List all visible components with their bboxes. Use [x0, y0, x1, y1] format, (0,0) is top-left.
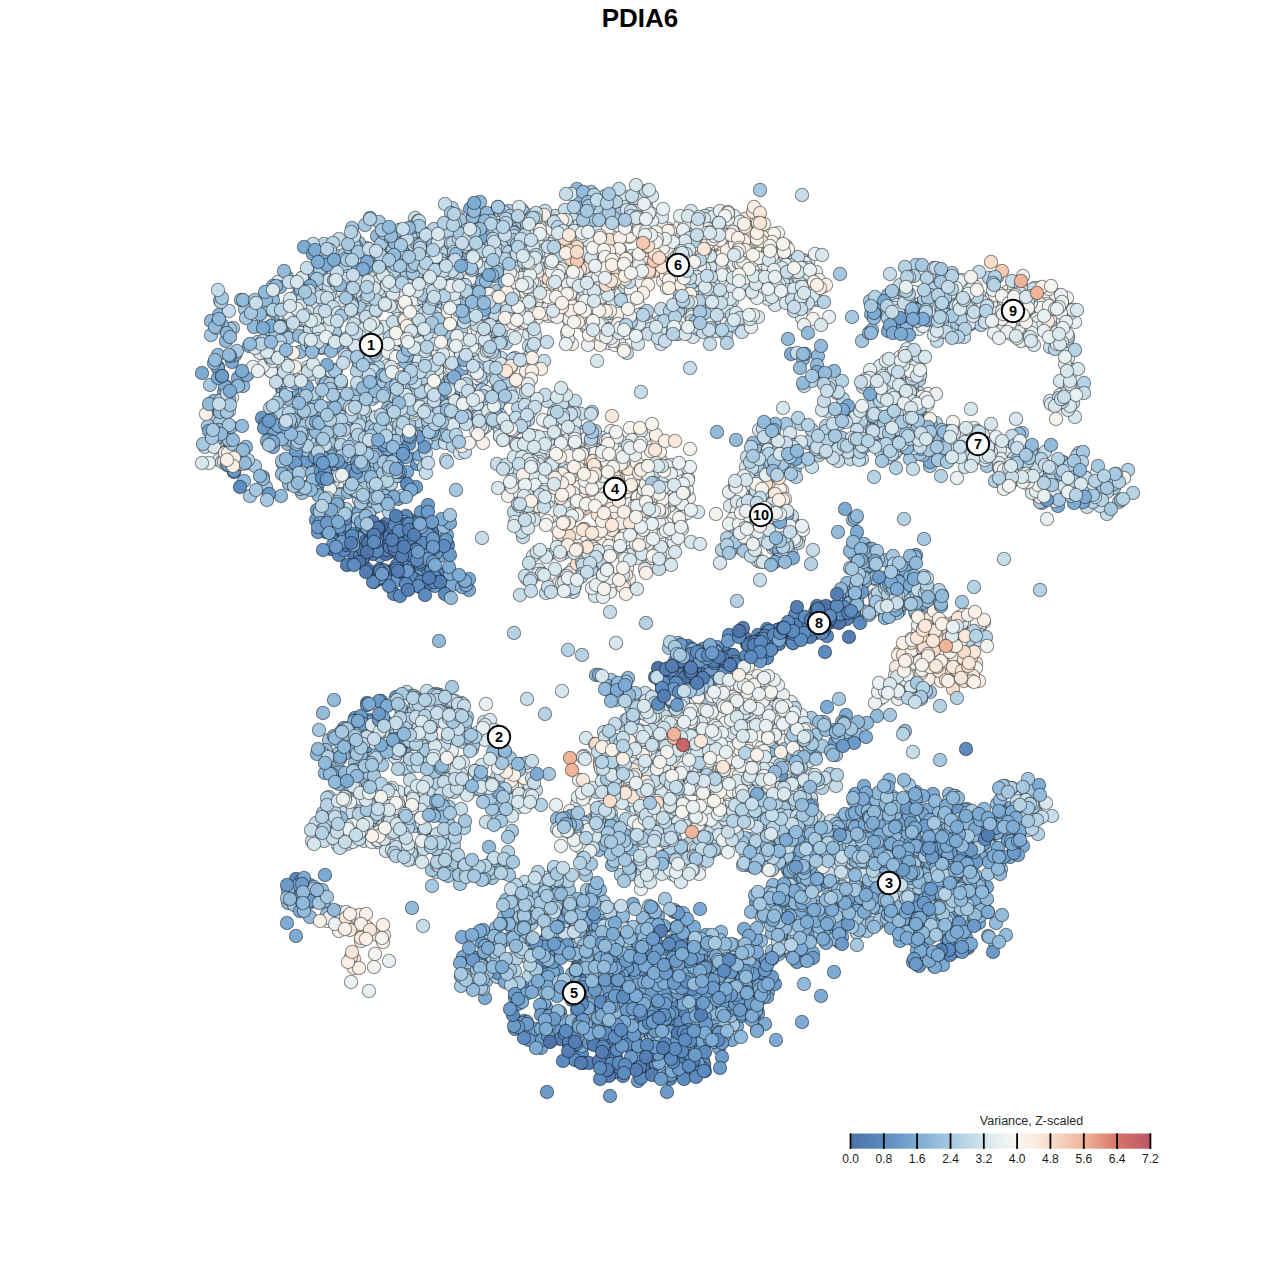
svg-text:3.2: 3.2 — [975, 1152, 992, 1166]
svg-text:PDIA6: PDIA6 — [602, 3, 679, 33]
svg-text:6: 6 — [674, 257, 682, 273]
svg-text:1: 1 — [367, 337, 375, 353]
svg-text:2.4: 2.4 — [942, 1152, 959, 1166]
svg-text:10: 10 — [753, 507, 769, 523]
svg-text:9: 9 — [1009, 303, 1017, 319]
svg-text:0.8: 0.8 — [875, 1152, 892, 1166]
svg-text:7.2: 7.2 — [1142, 1152, 1159, 1166]
svg-text:4.0: 4.0 — [1009, 1152, 1026, 1166]
svg-text:5.6: 5.6 — [1075, 1152, 1092, 1166]
svg-text:4: 4 — [611, 481, 619, 497]
svg-text:0.0: 0.0 — [842, 1152, 859, 1166]
svg-text:2: 2 — [495, 729, 503, 745]
svg-text:4.8: 4.8 — [1042, 1152, 1059, 1166]
svg-text:Variance, Z-scaled: Variance, Z-scaled — [980, 1114, 1083, 1128]
svg-text:7: 7 — [974, 436, 982, 452]
svg-text:5: 5 — [570, 985, 578, 1001]
svg-text:3: 3 — [885, 875, 893, 891]
svg-text:8: 8 — [815, 615, 823, 631]
svg-text:6.4: 6.4 — [1109, 1152, 1126, 1166]
svg-text:1.6: 1.6 — [909, 1152, 926, 1166]
